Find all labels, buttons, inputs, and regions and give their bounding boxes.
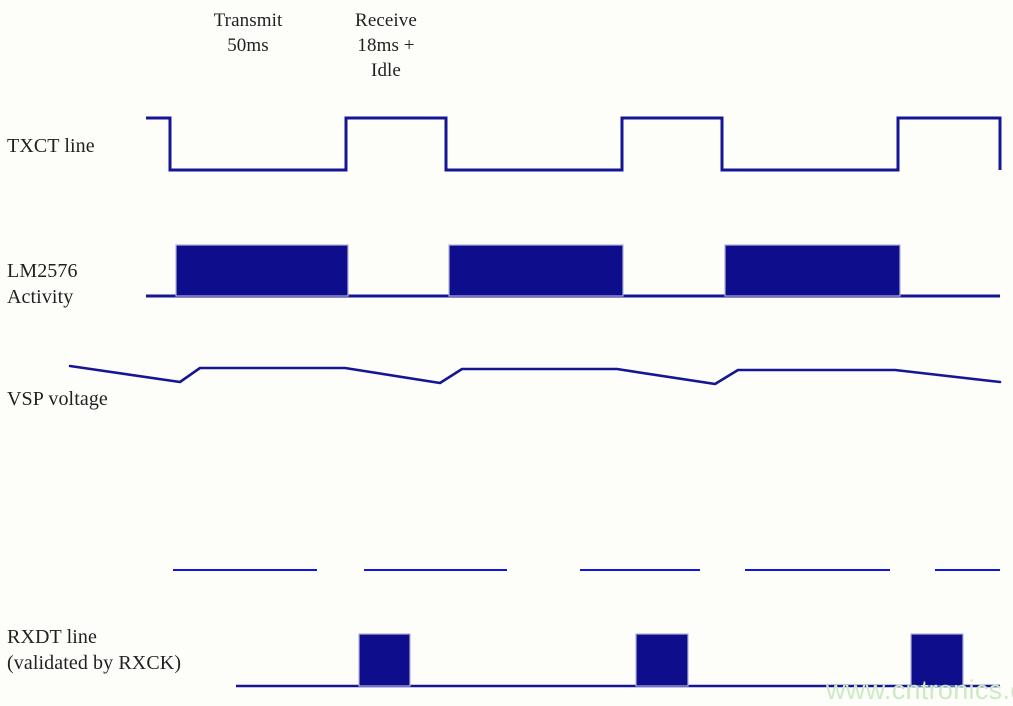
row-label-lm2576: LM2576 Activity: [7, 260, 78, 308]
txct-waveform: [146, 116, 1002, 172]
lm2576-activity-waveform: [146, 244, 1000, 298]
site-watermark: www.cntronics.com: [826, 675, 1013, 705]
row-label-txct: TXCT line: [7, 135, 95, 157]
annotation-receive: Receive 18ms + Idle: [355, 10, 417, 81]
rxdt-pulse: [358, 633, 411, 687]
vsp-voltage-waveform: [68, 364, 1002, 386]
rxdt-line-waveform: [236, 633, 1000, 688]
row-label-vsp: VSP voltage: [7, 388, 108, 410]
lm2576-active-block: [724, 244, 901, 297]
row-label-rxdt: RXDT line (validated by RXCK): [7, 626, 182, 674]
lm2576-active-block: [175, 244, 349, 297]
lm2576-active-block: [448, 244, 624, 297]
rxdt-pulse: [910, 633, 964, 687]
rxdt-pulse: [635, 633, 689, 687]
annotation-transmit: Transmit 50ms: [213, 10, 283, 56]
